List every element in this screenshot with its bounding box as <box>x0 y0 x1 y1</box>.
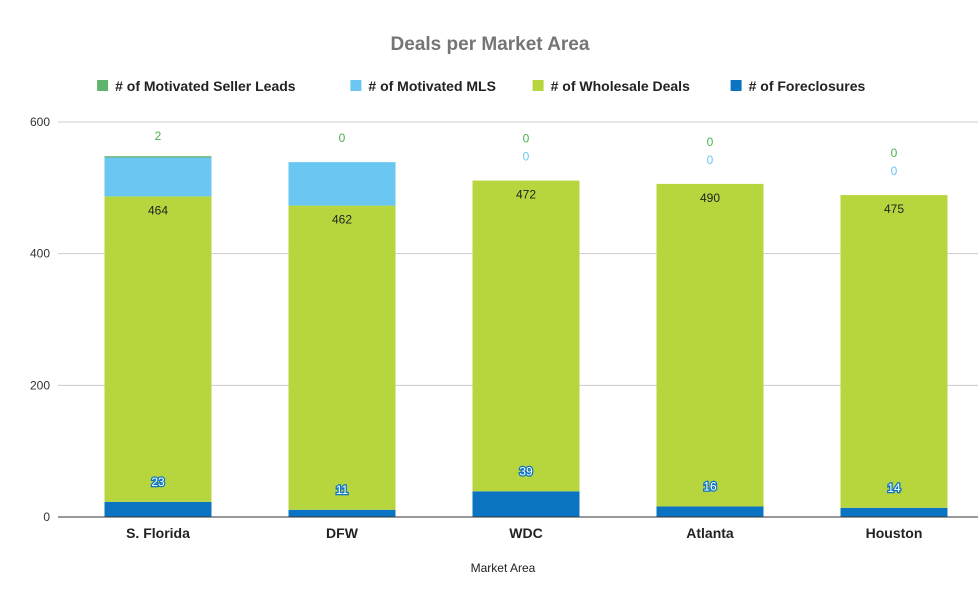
data-label: 11 <box>336 483 349 497</box>
data-label: 0 <box>523 150 530 164</box>
data-label: 66 <box>335 169 349 183</box>
bar-segment <box>288 162 396 206</box>
data-label: 472 <box>516 188 536 202</box>
legend-label: # of Motivated Seller Leads <box>115 78 296 94</box>
bar-segment <box>104 156 212 158</box>
bar-segment <box>104 196 212 502</box>
data-label: 16 <box>703 479 717 493</box>
data-label: 0 <box>523 132 530 146</box>
bar-segment <box>656 506 764 517</box>
data-labels: 23 464 59 2 11 462 66 0 39 472 0 0 16 490 0 0 14 475 0 0 <box>148 129 904 498</box>
x-tick-label: WDC <box>509 525 542 541</box>
bar-segment <box>472 180 580 492</box>
legend-swatch <box>97 80 109 91</box>
data-label: 14 <box>887 481 901 495</box>
data-label: 475 <box>884 202 904 216</box>
bar-segment <box>104 501 212 517</box>
y-tick-label: 400 <box>30 247 50 261</box>
bar-segment <box>840 195 948 508</box>
data-label: 23 <box>151 475 165 489</box>
x-tick-label: DFW <box>326 525 359 541</box>
x-tick-label: S. Florida <box>126 525 190 541</box>
y-tick-label: 0 <box>43 510 50 524</box>
y-axis-ticks: 0 200 400 600 <box>30 115 50 524</box>
legend: # of Motivated Seller Leads # of Motivate… <box>97 78 866 94</box>
bar-segment <box>288 205 396 510</box>
data-label: 0 <box>891 164 898 178</box>
data-label: 59 <box>151 165 165 179</box>
legend-swatch <box>730 80 742 91</box>
data-label: 464 <box>148 203 168 217</box>
bar-segment <box>656 183 764 507</box>
bar-segment <box>104 157 212 197</box>
x-axis-title: Market Area <box>471 561 536 575</box>
bar-segment <box>472 491 580 517</box>
data-label: 490 <box>700 191 720 205</box>
bars <box>104 156 948 517</box>
data-label: 2 <box>155 129 162 143</box>
y-tick-label: 600 <box>30 115 50 129</box>
x-axis-ticks: S. Florida DFW WDC Atlanta Houston <box>126 525 922 541</box>
legend-swatch <box>350 80 362 91</box>
bar-segment <box>288 509 396 517</box>
data-label: 0 <box>707 153 714 167</box>
legend-swatch <box>532 80 544 91</box>
data-label: 0 <box>707 135 714 149</box>
legend-label: # of Wholesale Deals <box>551 78 690 94</box>
y-tick-label: 200 <box>30 378 50 392</box>
data-label: 462 <box>332 213 352 227</box>
data-label: 0 <box>339 131 346 145</box>
legend-label: # of Motivated MLS <box>368 78 496 94</box>
x-tick-label: Atlanta <box>686 525 734 541</box>
chart-title: Deals per Market Area <box>391 34 590 55</box>
data-label: 39 <box>519 464 533 478</box>
data-label: 0 <box>891 146 898 160</box>
x-tick-label: Houston <box>866 525 923 541</box>
legend-label: # of Foreclosures <box>749 78 866 94</box>
bar-segment <box>840 507 948 517</box>
